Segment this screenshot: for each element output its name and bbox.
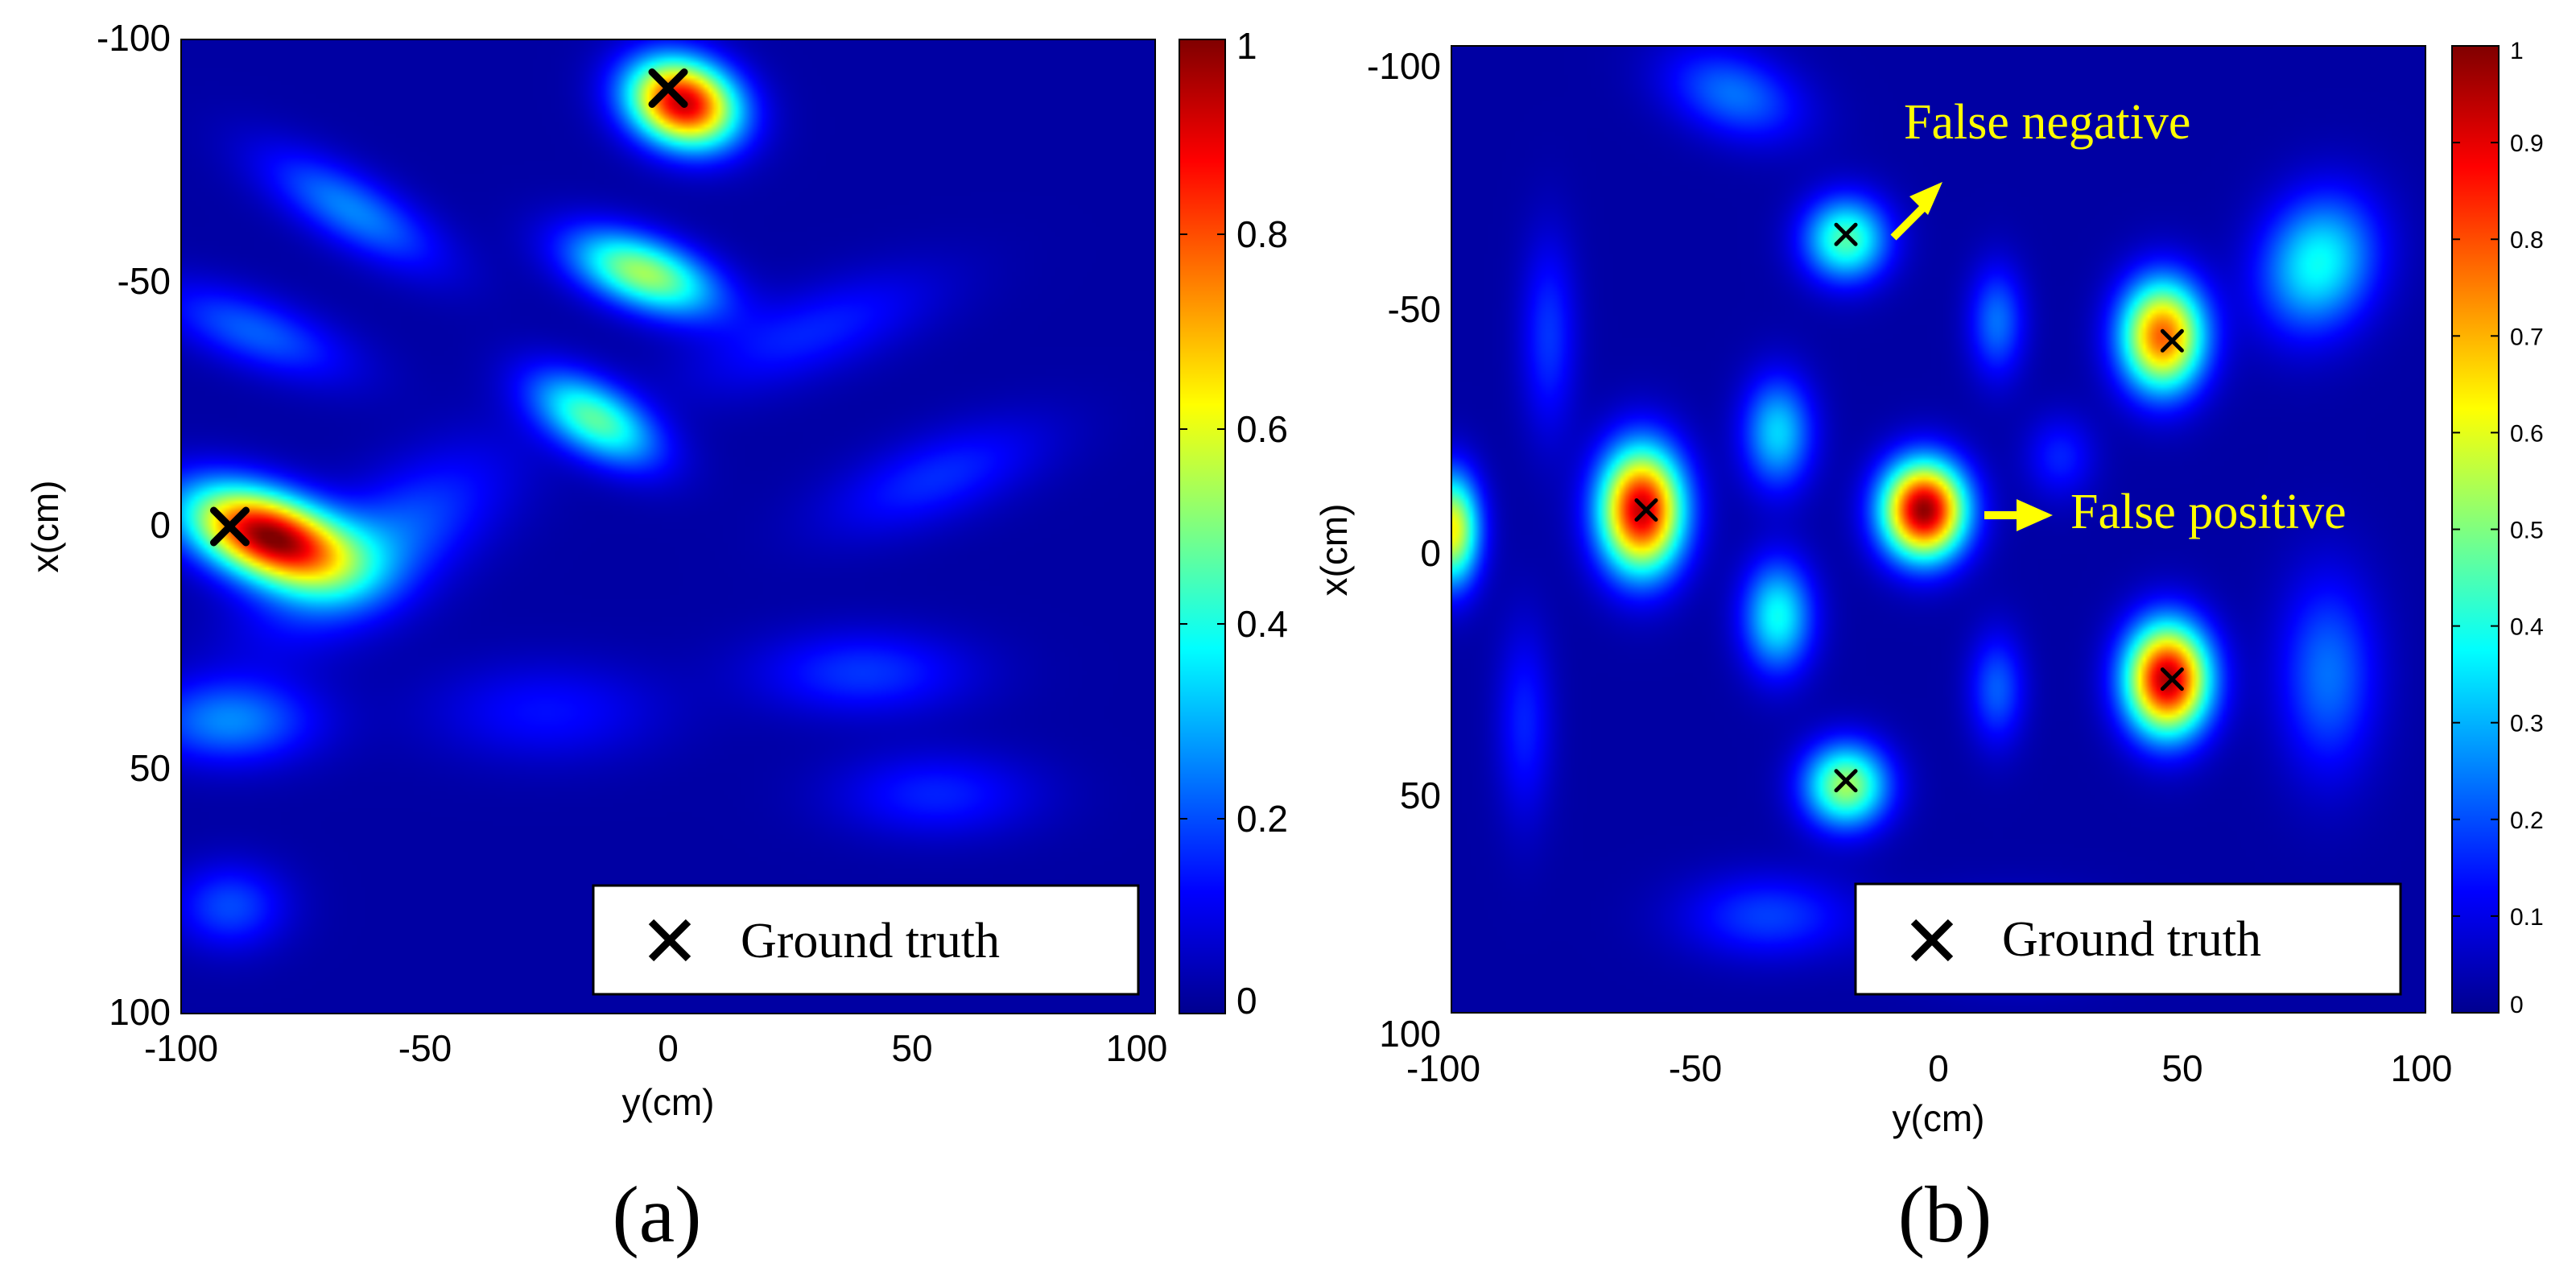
panel-a: -100 -50 0 50 100 -100 -50 0 50 100 y(cm… xyxy=(24,17,1288,1123)
colorbar-tick-label: 0.9 xyxy=(2510,130,2544,157)
legend-label: Ground truth xyxy=(2002,912,2261,967)
legend-box xyxy=(1854,882,2402,996)
colorbar-tick-label: 0.8 xyxy=(2510,227,2544,254)
x-tick-label: -50 xyxy=(398,1027,452,1069)
colorbar-a xyxy=(1179,39,1226,1014)
annotation-label: False positive xyxy=(2070,485,2347,539)
heatmap-a-marks xyxy=(210,68,688,547)
y-tick-label: -50 xyxy=(118,260,171,302)
x-tick-label: 100 xyxy=(2391,1047,2453,1089)
colorbar-tick-label: 0.2 xyxy=(1236,798,1288,840)
x-tick-label: 0 xyxy=(1928,1047,1949,1089)
colorbar-tick-label: 0.3 xyxy=(2510,711,2544,737)
ground-truth-marker xyxy=(2160,667,2184,692)
x-tick-label: 50 xyxy=(2161,1047,2202,1089)
y-tick-label: 100 xyxy=(1379,1013,1441,1055)
colorbar-tick-label: 0.8 xyxy=(1236,213,1288,255)
x-tick-label: 0 xyxy=(658,1027,679,1069)
ground-truth-marker xyxy=(648,68,688,108)
legend-cross-icon xyxy=(648,919,691,962)
colorbar-tick-label: 0.6 xyxy=(1236,408,1288,450)
y-tick-label: 50 xyxy=(130,747,171,789)
colorbar-tick-label: 1 xyxy=(1236,25,1257,67)
annotation-label: False negative xyxy=(1904,95,2190,150)
colorbar-tick-label: 0 xyxy=(1236,980,1257,1022)
y-tick-label: -100 xyxy=(1367,45,1441,87)
y-tick-label: 0 xyxy=(150,504,171,546)
heatmap-b-marks xyxy=(1634,222,2184,793)
ground-truth-marker xyxy=(1834,769,1858,793)
x-axis-label: y(cm) xyxy=(1893,1097,1985,1139)
colorbar-a-ticks: 0 0.2 0.4 0.6 0.8 1 xyxy=(1179,25,1288,1022)
panel-b-caption: (b) xyxy=(1898,1170,1992,1259)
y-tick-label: 100 xyxy=(109,991,171,1033)
x-tick-label: -50 xyxy=(1669,1047,1722,1089)
y-axis-label: x(cm) xyxy=(24,481,66,573)
colorbar-tick-label: 0.6 xyxy=(2510,420,2544,447)
heatmap-b-image xyxy=(1451,46,2425,1013)
colorbar-tick-label: 0 xyxy=(2510,992,2524,1018)
annotation-false-negative: False negative xyxy=(1890,95,2190,241)
ground-truth-marker xyxy=(210,506,250,547)
colorbar-tick-label: 0.5 xyxy=(2510,518,2544,544)
panel-a-caption: (a) xyxy=(613,1170,702,1259)
x-tick-label: 50 xyxy=(891,1027,932,1069)
x-tick-label: -100 xyxy=(144,1027,218,1069)
y-tick-label: 50 xyxy=(1400,774,1441,816)
legend-box xyxy=(592,884,1140,996)
x-axis-label: y(cm) xyxy=(622,1081,715,1123)
heatmap-a-image xyxy=(181,39,1155,1014)
colorbar-tick-label: 1 xyxy=(2510,38,2524,64)
plot-b-frame xyxy=(1451,45,2426,1014)
annotation-false-positive: False positive xyxy=(1984,485,2347,539)
ground-truth-marker xyxy=(1834,222,1858,246)
panel-b: -100 -50 0 50 100 -100 -50 0 50 100 y(cm… xyxy=(1313,38,2544,1139)
x-tick-label: 100 xyxy=(1106,1027,1168,1069)
legend-a: Ground truth xyxy=(592,884,1140,996)
plot-a-frame xyxy=(180,39,1156,1014)
ground-truth-marker xyxy=(1634,498,1658,522)
x-tick-label: -100 xyxy=(1406,1047,1480,1089)
arrow-icon xyxy=(1909,182,1942,215)
colorbar-tick-label: 0.2 xyxy=(2510,807,2544,834)
colorbar-b-ticks: 0 0.1 0.2 0.3 0.4 0.5 0.6 0.7 0.8 0.9 1 xyxy=(2452,38,2544,1018)
legend-cross-icon xyxy=(1910,919,1954,962)
arrow-icon xyxy=(2017,499,2053,531)
colorbar-tick-label: 0.7 xyxy=(2510,324,2544,350)
y-tick-label: -50 xyxy=(1388,288,1441,330)
colorbar-tick-label: 0.4 xyxy=(2510,614,2544,641)
legend-b: Ground truth xyxy=(1854,882,2402,996)
colorbar-tick-label: 0.1 xyxy=(2510,904,2544,931)
ground-truth-marker xyxy=(2160,328,2184,353)
colorbar-tick-label: 0.4 xyxy=(1236,603,1288,645)
legend-label: Ground truth xyxy=(741,914,1000,968)
y-tick-label: -100 xyxy=(97,17,171,59)
y-axis-label: x(cm) xyxy=(1313,504,1355,597)
y-tick-label: 0 xyxy=(1420,532,1441,574)
